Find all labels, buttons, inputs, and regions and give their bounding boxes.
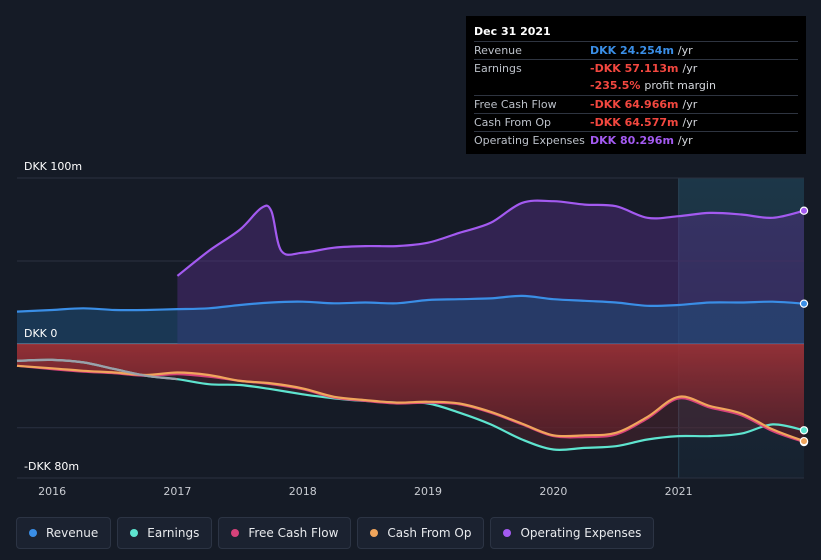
tooltip-label: Revenue	[474, 44, 522, 57]
legend-label: Cash From Op	[387, 526, 472, 540]
series-end-markers	[799, 206, 809, 447]
tooltip-value: DKK 80.296m	[590, 133, 674, 147]
line-operating-expenses	[176, 199, 805, 277]
tooltip-unit: /yr	[682, 115, 698, 129]
tooltip-value: -235.5%	[590, 79, 641, 93]
y-label-zero: DKK 0	[24, 327, 57, 340]
tooltip-row-operating-expenses: Operating Expenses DKK 80.296m /yr	[474, 130, 798, 149]
legend-dot-icon	[231, 529, 240, 537]
legend-label: Free Cash Flow	[248, 526, 339, 540]
chart: DKK 100m DKK 0 -DKK 80m 2016 2017 2018 2019…	[16, 160, 809, 498]
tooltip-value: DKK 24.254m	[590, 44, 674, 57]
tooltip-unit: profit margin	[644, 79, 716, 93]
legend-item-earnings[interactable]: Earnings	[117, 517, 213, 549]
legend-item-operating-expenses[interactable]: Operating Expenses	[490, 517, 655, 549]
legend-dot-icon	[503, 529, 512, 537]
x-tick-label: 2017	[163, 485, 191, 498]
legend-dot-icon	[130, 529, 139, 537]
tooltip-unit: /yr	[677, 133, 693, 147]
area-negative-cashflow	[17, 344, 804, 442]
tooltip: Dec 31 2021 Revenue DKK 24.254m /yr Earn…	[466, 16, 806, 154]
legend-label: Operating Expenses	[520, 526, 642, 540]
tooltip-value: -DKK 64.966m	[590, 97, 679, 111]
legend-item-revenue[interactable]: Revenue	[16, 517, 112, 549]
legend-label: Revenue	[46, 526, 99, 540]
marker-earnings	[799, 426, 809, 435]
x-axis-ticks: 2016 2017 2018 2019 2020 2021	[38, 485, 693, 498]
tooltip-label	[474, 77, 590, 94]
x-tick-label: 2018	[289, 485, 317, 498]
y-label-top: DKK 100m	[24, 160, 82, 173]
y-label-bottom: -DKK 80m	[24, 460, 79, 473]
tooltip-row-cash-from-op: Cash From Op -DKK 64.577m /yr	[474, 112, 798, 131]
tooltip-label: Cash From Op	[474, 115, 552, 129]
legend-item-free-cash-flow[interactable]: Free Cash Flow	[218, 517, 352, 549]
marker-revenue	[799, 299, 809, 308]
tooltip-row-revenue: Revenue DKK 24.254m /yr	[474, 41, 798, 59]
y-axis-labels: DKK 100m DKK 0 -DKK 80m	[24, 160, 82, 473]
tooltip-value: -DKK 57.113m	[590, 62, 679, 76]
marker-cash-from-op	[799, 436, 809, 446]
tooltip-unit: /yr	[682, 97, 698, 111]
line-cash-from-op	[16, 364, 805, 443]
line-revenue	[16, 294, 805, 313]
legend-dot-icon	[370, 529, 379, 537]
legend-dot-icon	[29, 529, 37, 537]
tooltip-label: Operating Expenses	[474, 133, 585, 147]
tooltip-label: Earnings	[474, 62, 522, 76]
legend-label: Earnings	[147, 526, 200, 540]
tooltip-unit: /yr	[677, 44, 693, 57]
series-lines	[16, 199, 805, 452]
tooltip-date: Dec 31 2021	[474, 25, 551, 38]
tooltip-value: -DKK 64.577m	[590, 115, 679, 129]
series-areas	[17, 200, 804, 450]
legend: Revenue Earnings Free Cash Flow Cash Fro…	[16, 517, 655, 549]
line-earnings-early	[16, 358, 178, 381]
marker-operating-expenses	[799, 206, 809, 215]
x-tick-label: 2019	[414, 485, 442, 498]
x-tick-label: 2016	[38, 485, 66, 498]
tooltip-row-profit-margin: -235.5% profit margin	[474, 77, 798, 94]
legend-item-cash-from-op[interactable]: Cash From Op	[357, 517, 485, 549]
area-earnings	[17, 344, 804, 450]
tooltip-row-earnings: Earnings -DKK 57.113m /yr	[474, 59, 798, 77]
tooltip-label: Free Cash Flow	[474, 97, 557, 111]
x-tick-label: 2021	[665, 485, 693, 498]
tooltip-unit: /yr	[682, 62, 698, 76]
x-tick-label: 2020	[539, 485, 567, 498]
tooltip-row-free-cash-flow: Free Cash Flow -DKK 64.966m /yr	[474, 94, 798, 113]
